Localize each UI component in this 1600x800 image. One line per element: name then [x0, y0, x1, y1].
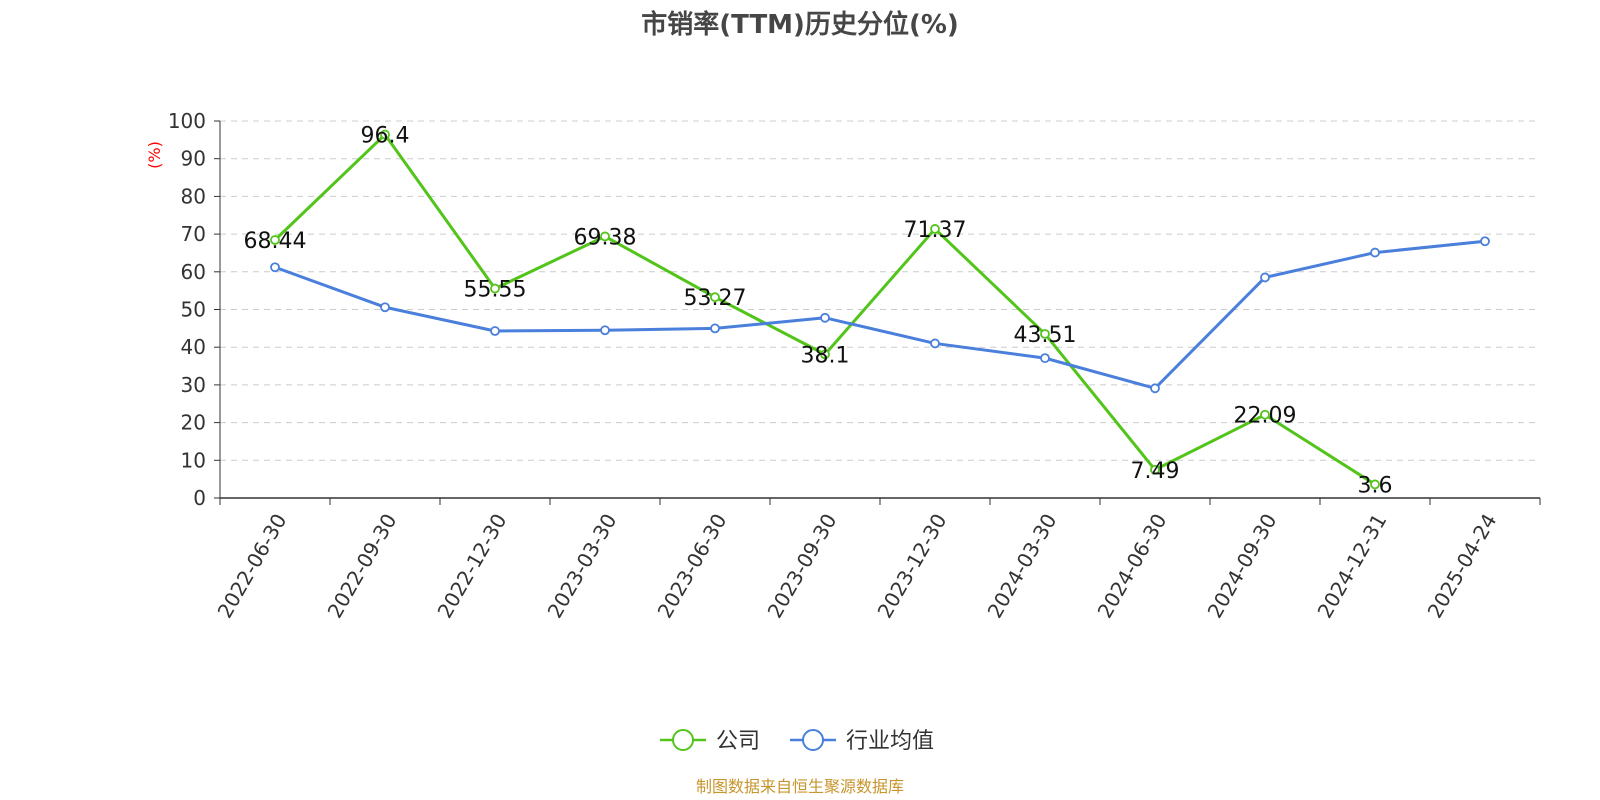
y-tick-label: 60 — [181, 260, 206, 284]
y-tick-label: 80 — [181, 184, 206, 208]
data-point — [710, 323, 720, 334]
data-point — [820, 349, 830, 360]
y-tick-label: 90 — [181, 147, 206, 171]
y-tick-label: 10 — [181, 448, 206, 472]
legend-label: 公司 — [716, 729, 760, 754]
data-point — [1150, 464, 1160, 475]
data-point — [380, 302, 390, 313]
data-point — [1370, 479, 1380, 490]
data-label: 71.37 — [904, 218, 967, 243]
data-point — [270, 235, 280, 245]
data-point — [930, 224, 940, 234]
data-point — [380, 129, 390, 140]
x-tick-label: 2023-09-30 — [763, 510, 842, 623]
x-tick-label: 2024-03-30 — [983, 510, 1062, 623]
x-tick-label: 2022-06-30 — [213, 510, 292, 623]
data-point — [600, 231, 610, 242]
data-label: 38.1 — [801, 343, 850, 368]
data-point — [1370, 247, 1380, 258]
data-point — [600, 325, 610, 336]
legend[interactable]: 公司 行业均值 — [660, 729, 934, 754]
data-label: 7.49 — [1131, 459, 1180, 484]
data-point — [490, 326, 500, 336]
data-point — [1150, 383, 1160, 394]
x-tick-label: 2022-12-30 — [433, 510, 512, 623]
legend-swatch-marker — [672, 729, 694, 751]
y-tick-label: 40 — [181, 335, 206, 359]
x-tick-label: 2024-12-31 — [1313, 510, 1392, 623]
x-tick-label: 2025-04-24 — [1423, 510, 1502, 623]
legend-label: 行业均值 — [846, 729, 934, 754]
x-axis: 2022-06-30 2022-09-30 2022-12-30 2023-03-30… — [213, 497, 1541, 623]
data-point — [930, 338, 940, 349]
legend-swatch-marker — [802, 729, 824, 751]
y-tick-label: 100 — [168, 109, 206, 133]
x-tick-label: 2023-12-30 — [873, 510, 952, 623]
x-tick-label: 2024-06-30 — [1093, 510, 1172, 623]
x-tick-label: 2022-09-30 — [323, 510, 402, 623]
data-label: 69.38 — [574, 225, 637, 250]
y-tick-label: 0 — [193, 486, 206, 510]
data-label: 22.09 — [1234, 404, 1297, 429]
legend-item-1[interactable]: 行业均值 — [790, 729, 934, 754]
y-tick-label: 50 — [181, 298, 206, 322]
data-point — [490, 283, 500, 294]
x-tick-label: 2023-06-30 — [653, 510, 732, 623]
data-label: 3.6 — [1358, 473, 1393, 498]
data-label: 55.55 — [464, 278, 527, 303]
y-axis-label: (%) — [145, 141, 164, 169]
data-labels: 68.44 96.4 55.55 69.38 53.27 38.1 71.37 43.51 7.… — [244, 124, 1393, 499]
data-point — [270, 262, 280, 273]
y-tick-label: 70 — [181, 222, 206, 246]
data-point — [1040, 353, 1050, 364]
data-label: 96.4 — [361, 124, 410, 149]
series-layer — [270, 129, 1490, 490]
data-point — [820, 312, 830, 323]
data-point — [1260, 272, 1270, 283]
series-line-1 — [274, 239, 1486, 390]
y-axis: 0 10 20 30 40 50 60 70 80 90 100 — [168, 109, 221, 510]
data-point — [1040, 329, 1050, 339]
y-tick-label: 20 — [181, 411, 206, 435]
x-tick-label: 2024-09-30 — [1203, 510, 1282, 623]
data-point — [1480, 236, 1490, 247]
source-note: 制图数据来自恒生聚源数据库 — [696, 777, 904, 796]
data-label: 43.51 — [1014, 323, 1077, 348]
x-tick-label: 2023-03-30 — [543, 510, 622, 623]
grid — [220, 120, 1540, 461]
y-tick-label: 30 — [181, 373, 206, 397]
legend-item-0[interactable]: 公司 — [660, 729, 760, 754]
data-point — [1260, 409, 1270, 420]
data-label: 53.27 — [684, 286, 747, 311]
data-label: 68.44 — [244, 229, 307, 254]
chart-title: 市销率(TTM)历史分位(%) — [641, 9, 959, 40]
data-point — [710, 292, 720, 303]
